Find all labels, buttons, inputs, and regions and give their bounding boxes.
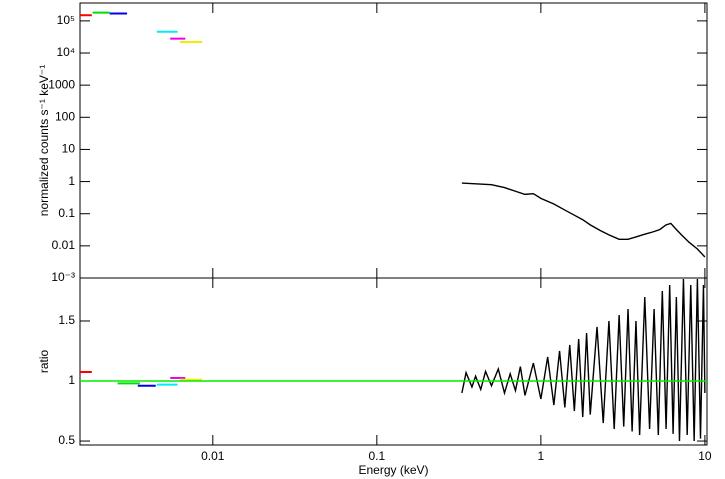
y-axis-label: normalized counts s⁻¹ keV⁻¹ (37, 65, 51, 216)
y-tick-label: 1 (68, 373, 75, 387)
y-tick-label: 100 (55, 109, 75, 123)
y-tick-label: 10⁻³ (51, 270, 75, 284)
x-tick-label: 0.01 (201, 449, 225, 463)
y-tick-label: 10⁵ (57, 13, 75, 27)
y-tick-label: 0.5 (58, 433, 75, 447)
y-tick-label: 10 (62, 142, 76, 156)
y-tick-label: 0.01 (52, 238, 76, 252)
x-tick-label: 0.1 (368, 449, 385, 463)
y-axis-label: ratio (37, 350, 51, 374)
x-tick-label: 10 (698, 449, 712, 463)
x-axis-label: Energy (keV) (358, 463, 428, 477)
y-tick-label: 10⁴ (56, 45, 75, 59)
x-tick-label: 1 (538, 449, 545, 463)
y-tick-label: 1 (68, 174, 75, 188)
spectrum-line (461, 182, 706, 258)
y-tick-label: 0.1 (58, 206, 75, 220)
plot-frame (79, 277, 708, 446)
y-tick-label: 1000 (48, 77, 75, 91)
y-tick-label: 1.5 (58, 313, 75, 327)
spectrum-line (461, 278, 706, 442)
